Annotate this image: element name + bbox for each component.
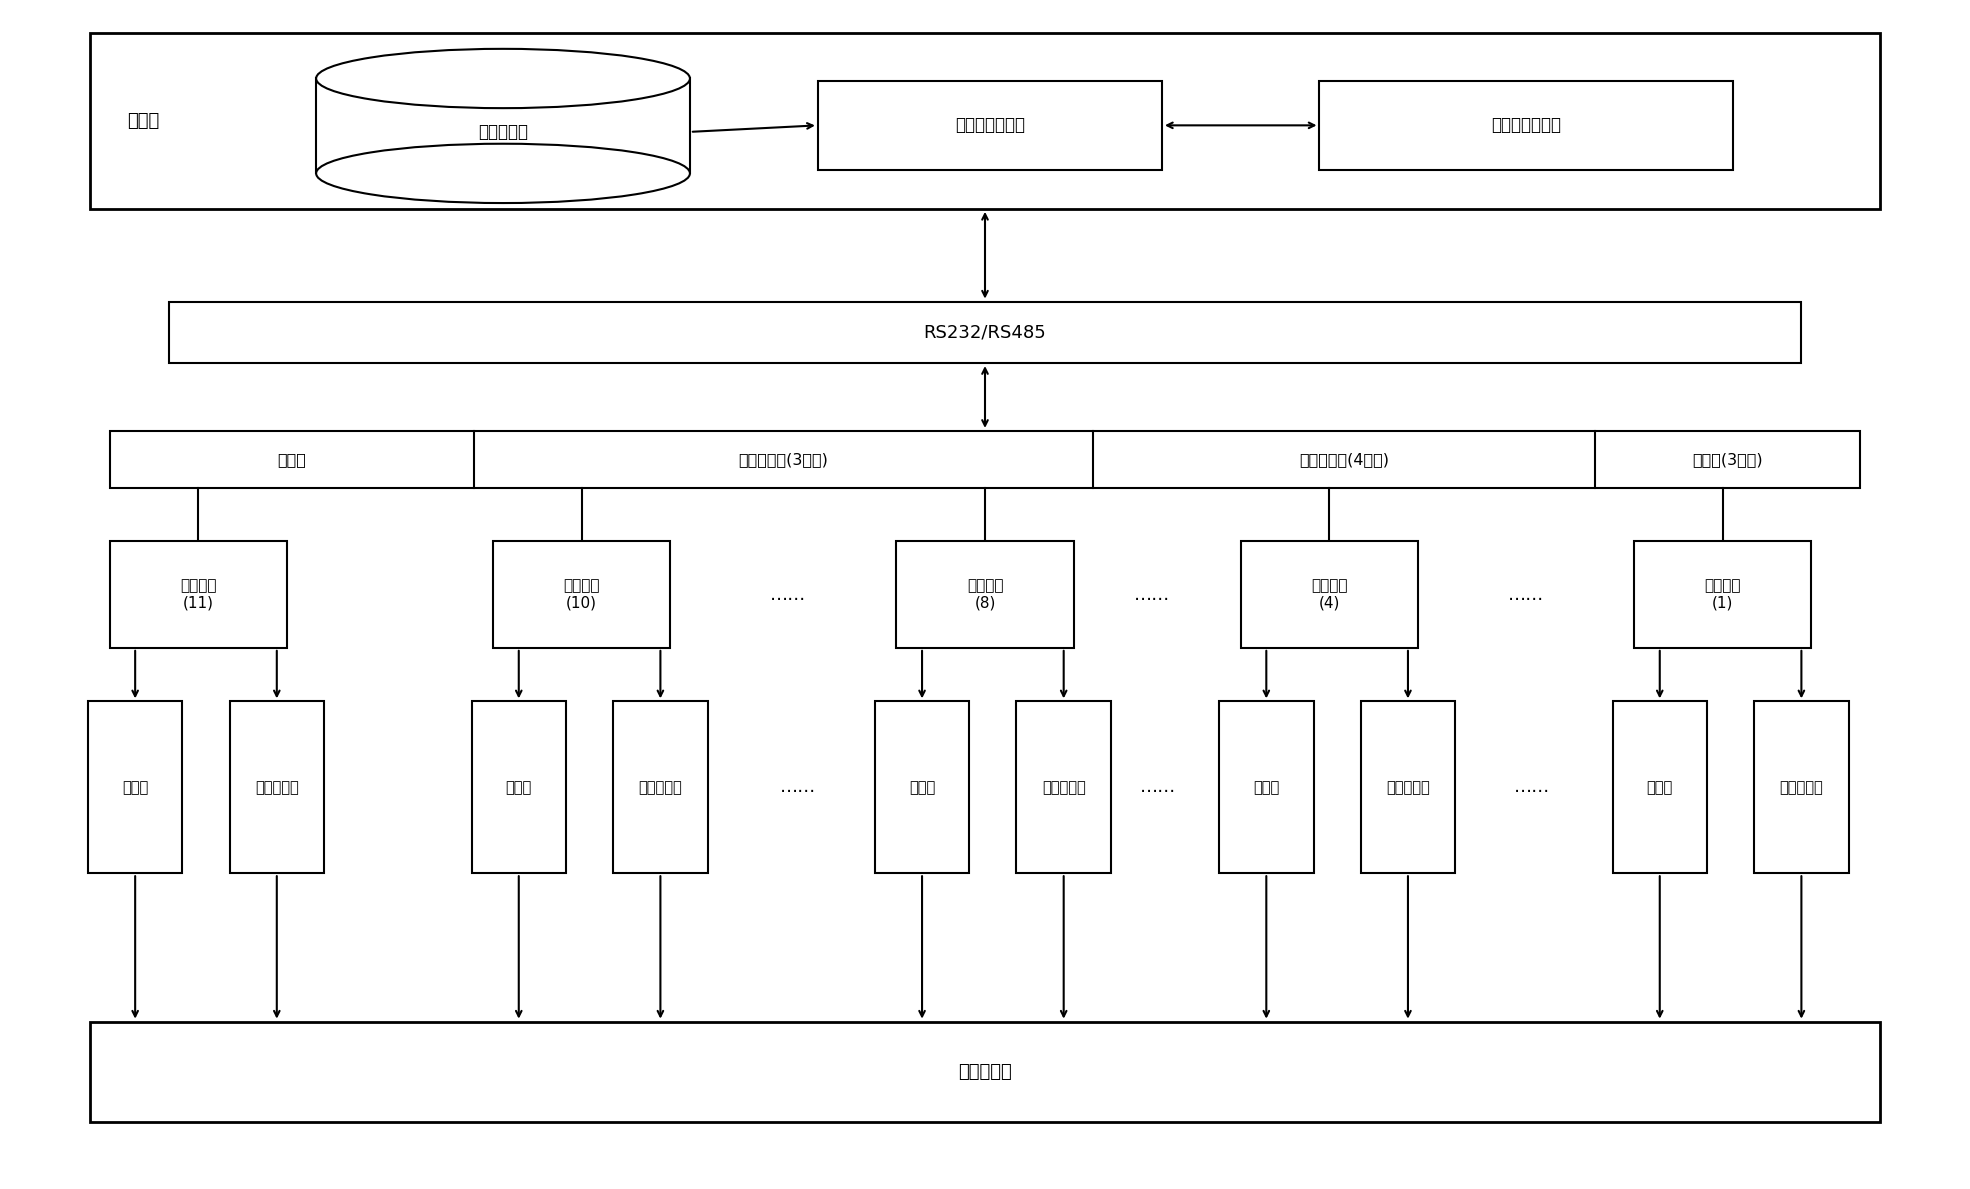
Bar xyxy=(471,702,565,873)
Text: 组态监控子系统: 组态监控子系统 xyxy=(1491,117,1560,134)
Text: 热电偶: 热电偶 xyxy=(1253,780,1279,794)
Bar xyxy=(89,702,183,873)
Text: ……: …… xyxy=(780,779,816,797)
Text: 固态继电器: 固态继电器 xyxy=(1779,780,1824,794)
Text: 热电偶: 热电偶 xyxy=(122,780,148,794)
Bar xyxy=(315,78,690,174)
Text: ……: …… xyxy=(1513,779,1550,797)
Text: 温控仪表
(10): 温控仪表 (10) xyxy=(563,578,601,611)
Text: 冷却段: 冷却段 xyxy=(278,452,305,467)
Bar xyxy=(230,702,323,873)
Text: 温控仪表
(11): 温控仪表 (11) xyxy=(179,578,217,611)
Bar xyxy=(1753,702,1848,873)
Bar xyxy=(91,33,1879,209)
Ellipse shape xyxy=(315,144,690,203)
Text: 脱脂段(3个区): 脱脂段(3个区) xyxy=(1692,452,1763,467)
Bar xyxy=(1635,541,1810,648)
Text: 热电偶: 热电偶 xyxy=(506,780,532,794)
Text: 专家控制子系统: 专家控制子系统 xyxy=(955,117,1024,134)
Bar xyxy=(1320,81,1732,170)
Text: 固态继电器: 固态继电器 xyxy=(638,780,682,794)
Bar xyxy=(169,302,1801,363)
Bar xyxy=(613,702,707,873)
Text: ……: …… xyxy=(1507,585,1544,604)
Text: 温控仪表
(1): 温控仪表 (1) xyxy=(1704,578,1741,611)
Bar xyxy=(818,81,1162,170)
Bar xyxy=(1241,541,1418,648)
Text: 上位机: 上位机 xyxy=(126,112,160,131)
Text: 水流控制阀: 水流控制阀 xyxy=(254,780,299,794)
Text: ……: …… xyxy=(1135,585,1170,604)
Text: 热电偶: 热电偶 xyxy=(908,780,936,794)
Text: 低温烧结段(4个区): 低温烧结段(4个区) xyxy=(1298,452,1389,467)
Bar xyxy=(110,430,1860,487)
Ellipse shape xyxy=(315,49,690,108)
Text: 温控仪表
(8): 温控仪表 (8) xyxy=(967,578,1003,611)
Text: 固态继电器: 固态继电器 xyxy=(1387,780,1430,794)
Bar xyxy=(91,1021,1879,1122)
Bar xyxy=(896,541,1074,648)
Text: 固态继电器: 固态继电器 xyxy=(1042,780,1085,794)
Text: 温控仪表
(4): 温控仪表 (4) xyxy=(1310,578,1347,611)
Text: 热电偶: 热电偶 xyxy=(1647,780,1673,794)
Text: 高温烧结段(3个区): 高温烧结段(3个区) xyxy=(739,452,827,467)
Bar xyxy=(110,541,288,648)
Text: RS232/RS485: RS232/RS485 xyxy=(924,323,1046,341)
Bar xyxy=(1613,702,1706,873)
Text: ……: …… xyxy=(1141,779,1176,797)
Text: 温度场分析: 温度场分析 xyxy=(479,122,528,140)
Bar xyxy=(875,702,969,873)
Bar xyxy=(1017,702,1111,873)
Bar xyxy=(492,541,670,648)
Text: 连续烧结炉: 连续烧结炉 xyxy=(957,1063,1013,1081)
Bar xyxy=(1219,702,1314,873)
Bar xyxy=(1361,702,1456,873)
Text: ……: …… xyxy=(770,585,806,604)
